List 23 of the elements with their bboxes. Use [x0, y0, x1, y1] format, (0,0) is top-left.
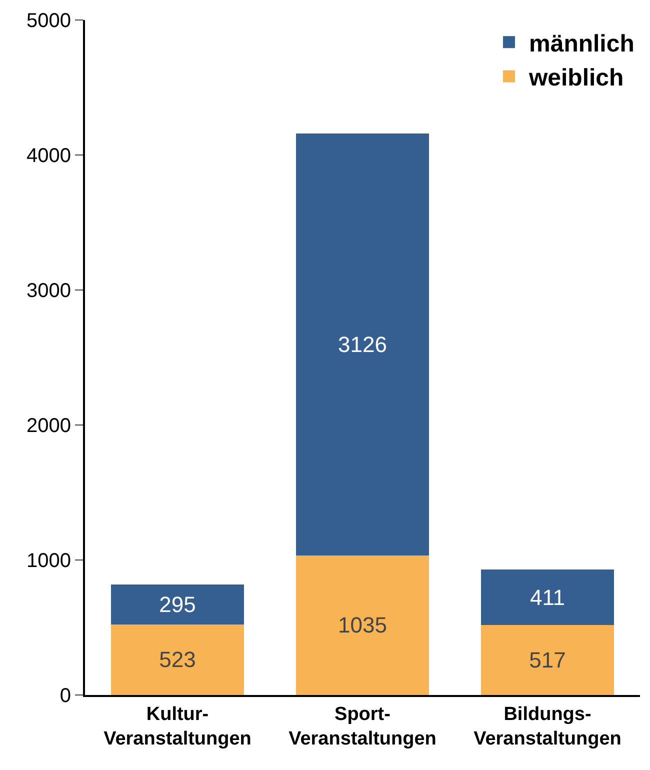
y-tick-label: 2000 [26, 415, 71, 437]
y-tick-label: 3000 [26, 280, 71, 302]
bar [480, 625, 614, 695]
y-tick-label: 4000 [26, 145, 71, 167]
legend-label: weiblich [528, 64, 624, 92]
bar [296, 133, 430, 556]
data-label: 1035 [338, 612, 387, 638]
x-tick-label: Kultur- Veranstaltungen [104, 704, 252, 750]
bar [110, 624, 244, 695]
bar [110, 584, 244, 624]
legend-label: männlich [529, 30, 634, 58]
data-label: 295 [159, 592, 196, 617]
data-label: 411 [530, 584, 566, 610]
y-tick-label: 5000 [26, 10, 71, 32]
data-label: 523 [159, 647, 196, 672]
x-tick-label: Sport- Veranstaltungen [288, 704, 436, 750]
bar [480, 570, 614, 626]
y-tick-label: 1000 [26, 550, 71, 572]
x-tick-label: Bildungs- Veranstaltungen [474, 704, 622, 750]
bar [296, 555, 430, 695]
data-label: 517 [529, 648, 566, 673]
y-tick-label: 0 [60, 685, 71, 707]
data-label: 3126 [338, 332, 387, 357]
